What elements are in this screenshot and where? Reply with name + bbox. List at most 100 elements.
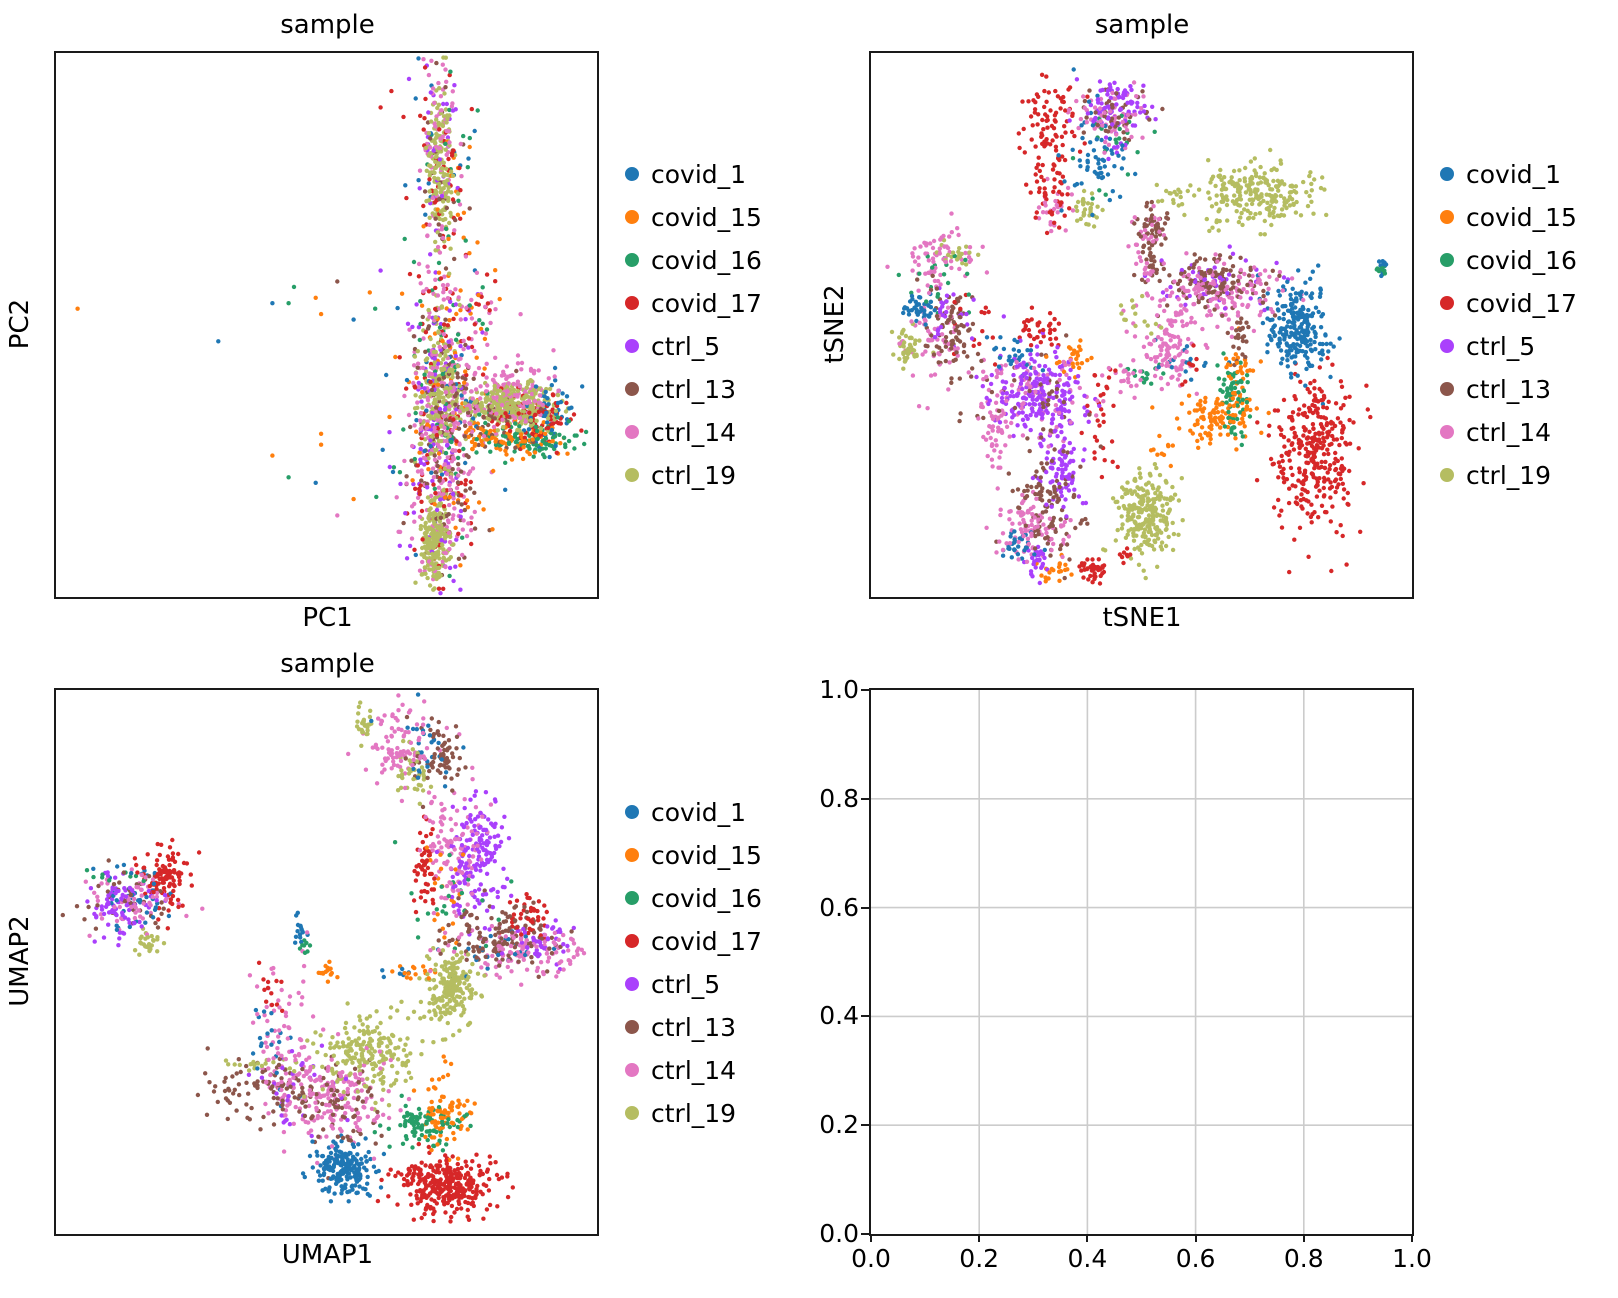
point-ctrl_13	[1144, 204, 1149, 209]
point-ctrl_13	[1238, 320, 1243, 325]
point-ctrl_5	[1057, 372, 1063, 378]
point-covid_17	[463, 482, 468, 487]
point-ctrl_14	[474, 270, 480, 275]
point-covid_17	[1276, 475, 1281, 480]
point-ctrl_5	[417, 186, 422, 191]
point-ctrl_5	[1075, 380, 1080, 385]
point-ctrl_14	[1186, 336, 1191, 342]
point-ctrl_14	[457, 442, 462, 447]
point-ctrl_14	[504, 376, 509, 382]
point-ctrl_13	[943, 344, 949, 349]
point-ctrl_13	[433, 216, 438, 221]
point-ctrl_19	[1214, 201, 1219, 206]
point-covid_16	[397, 470, 403, 475]
point-covid_16	[484, 327, 490, 332]
point-ctrl_19	[426, 163, 432, 168]
point-ctrl_19	[1298, 213, 1304, 218]
point-ctrl_14	[467, 421, 473, 426]
point-ctrl_13	[432, 453, 437, 458]
point-ctrl_14	[439, 380, 444, 385]
point-covid_17	[1327, 486, 1333, 491]
point-ctrl_14	[1141, 94, 1146, 99]
point-ctrl_14	[1249, 282, 1255, 288]
point-ctrl_19	[436, 524, 442, 529]
point-covid_1	[1028, 348, 1034, 353]
point-ctrl_5	[454, 537, 459, 542]
point-ctrl_19	[1179, 476, 1184, 481]
point-covid_17	[1082, 141, 1087, 146]
point-covid_15	[1258, 359, 1263, 364]
point-ctrl_19	[443, 349, 448, 355]
point-covid_17	[1322, 439, 1327, 444]
point-ctrl_14	[1145, 278, 1151, 283]
point-covid_16	[1231, 380, 1236, 385]
point-covid_1	[1278, 329, 1283, 335]
point-ctrl_19	[505, 401, 510, 407]
point-covid_17	[1304, 460, 1309, 465]
point-covid_16	[1232, 385, 1238, 391]
point-ctrl_19	[1164, 501, 1170, 506]
point-ctrl_14	[441, 286, 447, 292]
point-ctrl_14	[435, 244, 441, 250]
point-ctrl_13	[455, 371, 460, 376]
point-ctrl_13	[930, 273, 935, 278]
point-covid_16	[483, 420, 488, 426]
point-ctrl_19	[412, 354, 418, 359]
point-ctrl_5	[1019, 378, 1024, 383]
point-covid_1	[552, 365, 558, 371]
point-covid_17	[507, 428, 513, 434]
point-ctrl_5	[418, 457, 423, 462]
point-covid_17	[1040, 117, 1045, 123]
point-ctrl_14	[1049, 548, 1054, 553]
point-ctrl_5	[450, 108, 456, 113]
point-covid_1	[1042, 547, 1047, 553]
point-ctrl_14	[1131, 371, 1136, 376]
point-ctrl_14	[432, 100, 437, 106]
point-ctrl_5	[1033, 565, 1038, 570]
point-ctrl_14	[439, 108, 444, 113]
point-ctrl_5	[1022, 372, 1027, 377]
point-ctrl_14	[983, 437, 989, 442]
point-ctrl_14	[984, 525, 989, 530]
point-covid_15	[463, 369, 468, 374]
point-covid_16	[1226, 409, 1231, 415]
point-covid_15	[1215, 396, 1220, 402]
point-covid_17	[415, 463, 420, 468]
point-covid_17	[1054, 134, 1059, 139]
point-ctrl_19	[1146, 525, 1152, 530]
point-covid_15	[313, 295, 318, 300]
point-ctrl_13	[1244, 320, 1249, 325]
point-ctrl_13	[436, 222, 441, 227]
point-covid_17	[1344, 562, 1349, 567]
point-covid_17	[1287, 569, 1292, 575]
point-ctrl_14	[481, 433, 487, 439]
point-ctrl_13	[931, 352, 937, 357]
point-covid_17	[1037, 168, 1042, 174]
point-ctrl_13	[957, 418, 962, 424]
point-covid_1	[426, 181, 431, 186]
point-ctrl_19	[1307, 173, 1312, 179]
point-ctrl_14	[1226, 317, 1231, 322]
point-covid_16	[566, 438, 572, 444]
point-covid_1	[553, 378, 558, 383]
point-covid_16	[493, 442, 499, 448]
point-covid_17	[1282, 444, 1287, 449]
point-covid_15	[473, 441, 478, 447]
point-ctrl_13	[481, 415, 486, 420]
point-ctrl_14	[931, 259, 936, 264]
point-ctrl_5	[398, 481, 403, 487]
point-covid_1	[1169, 365, 1175, 370]
point-ctrl_13	[456, 462, 461, 467]
point-ctrl_14	[469, 389, 474, 394]
point-covid_17	[433, 285, 438, 291]
point-ctrl_5	[1039, 565, 1044, 570]
point-ctrl_19	[438, 390, 443, 395]
point-covid_17	[1267, 423, 1272, 428]
point-ctrl_19	[1131, 304, 1136, 309]
point-ctrl_14	[1172, 343, 1177, 348]
point-covid_17	[551, 393, 556, 398]
point-covid_17	[1079, 568, 1084, 573]
point-ctrl_19	[1207, 228, 1212, 234]
point-covid_1	[1269, 337, 1274, 343]
point-ctrl_19	[439, 187, 444, 192]
